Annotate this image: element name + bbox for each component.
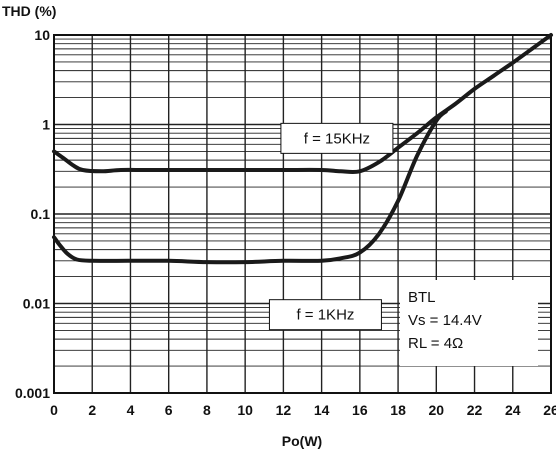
y-axis-title: THD (%) xyxy=(2,3,56,19)
note-line-supply: Vs = 14.4V xyxy=(408,312,482,329)
series-line-1khz xyxy=(52,109,448,265)
curve-label: f = 1KHz xyxy=(268,299,382,331)
conditions-note-background xyxy=(400,280,538,366)
x-tick-label: 8 xyxy=(203,402,211,418)
curve-label-box xyxy=(280,122,394,154)
x-tick-label: 16 xyxy=(352,402,368,418)
curve-label: f = 15KHz xyxy=(280,122,394,154)
x-tick-label: 18 xyxy=(390,402,406,418)
x-axis-title: Po(W) xyxy=(282,433,322,449)
series-group xyxy=(52,33,553,265)
x-tick-label: 14 xyxy=(314,402,330,418)
x-tick-label: 6 xyxy=(165,402,173,418)
y-tick-label: 0.001 xyxy=(15,385,50,401)
x-tick-label: 12 xyxy=(276,402,292,418)
x-tick-label: 22 xyxy=(467,402,483,418)
curve-label-text: f = 1KHz xyxy=(296,307,354,324)
curve-label-text: f = 15KHz xyxy=(304,130,370,147)
x-tick-label: 2 xyxy=(88,402,96,418)
y-tick-label: 0.01 xyxy=(23,296,50,312)
x-tick-label: 0 xyxy=(50,402,58,418)
x-tick-label: 4 xyxy=(127,402,135,418)
note-line-load: RL = 4Ω xyxy=(408,335,463,352)
x-tick-label: 20 xyxy=(429,402,445,418)
conditions-note: BTL Vs = 14.4V RL = 4Ω xyxy=(400,280,538,366)
y-tick-label: 1 xyxy=(42,117,50,133)
y-tick-label: 10 xyxy=(34,27,50,43)
x-tick-label: 24 xyxy=(505,402,521,418)
curve-label-box xyxy=(268,299,382,331)
curve-labels: f = 15KHz f = 1KHz xyxy=(268,122,394,331)
x-tick-label: 10 xyxy=(237,402,253,418)
x-tick-label: 26 xyxy=(543,402,556,418)
series-line-15khz xyxy=(52,33,553,175)
note-line-mode: BTL xyxy=(408,289,436,306)
y-tick-label: 0.1 xyxy=(31,206,51,222)
plot-frame xyxy=(53,34,552,394)
